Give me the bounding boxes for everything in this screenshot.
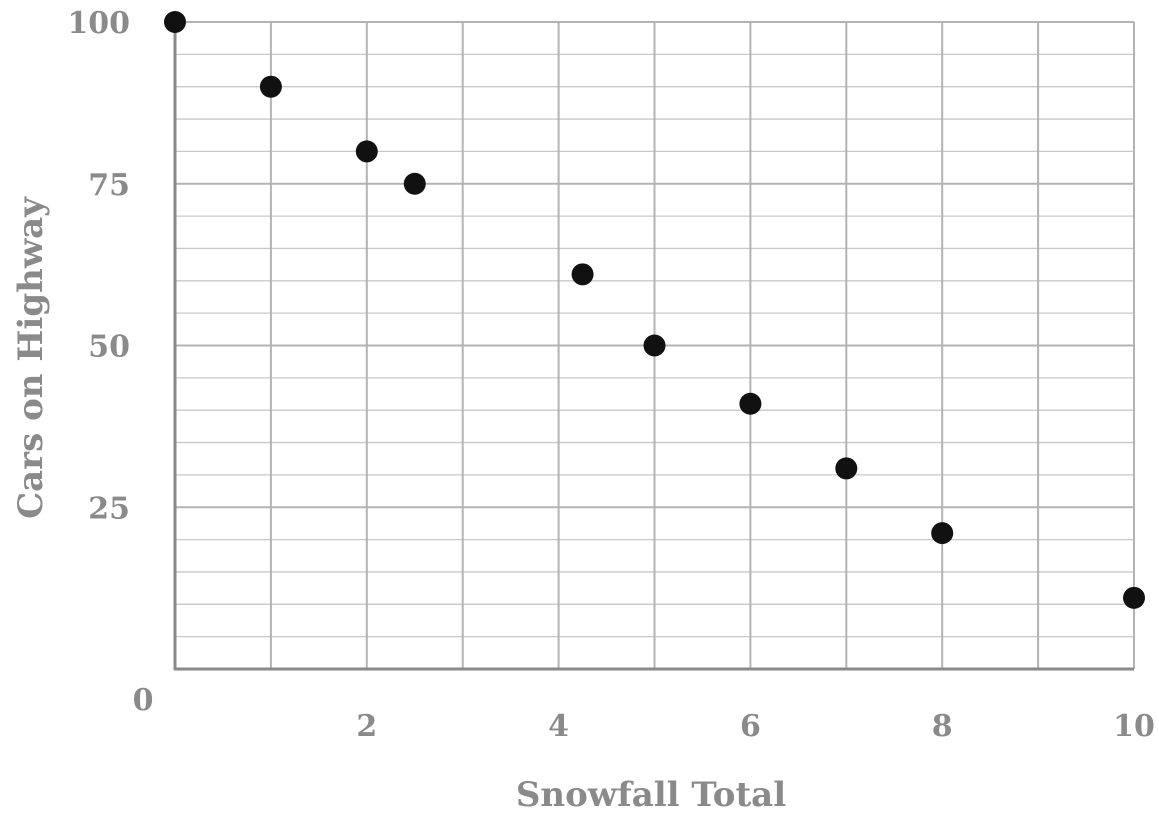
axes — [173, 18, 1134, 671]
data-point — [164, 11, 186, 33]
data-point — [835, 457, 858, 480]
data-point — [739, 392, 762, 415]
data-point — [1123, 586, 1145, 609]
y-tick-label: 75 — [88, 168, 130, 203]
origin-label: 0 — [133, 683, 154, 718]
y-tick-labels: 25 50 75 100 — [67, 6, 130, 526]
y-tick-label: 50 — [88, 330, 130, 365]
x-tick-labels: 2 4 6 8 10 — [356, 709, 1155, 744]
data-point — [355, 140, 378, 163]
data-point — [403, 172, 426, 195]
x-tick-label: 10 — [1113, 709, 1155, 744]
y-tick-label: 25 — [88, 491, 130, 526]
y-axis-title: Cars on Highway — [11, 196, 51, 519]
x-tick-label: 6 — [740, 709, 761, 744]
x-tick-label: 4 — [548, 709, 569, 744]
data-point — [931, 522, 954, 545]
x-tick-label: 8 — [932, 709, 953, 744]
data-point — [643, 334, 666, 357]
y-tick-label: 100 — [67, 6, 130, 41]
data-points — [164, 11, 1145, 609]
x-tick-label: 2 — [356, 709, 377, 744]
data-point — [259, 75, 282, 98]
data-point — [571, 263, 594, 286]
x-axis-title: Snowfall Total — [516, 775, 786, 815]
